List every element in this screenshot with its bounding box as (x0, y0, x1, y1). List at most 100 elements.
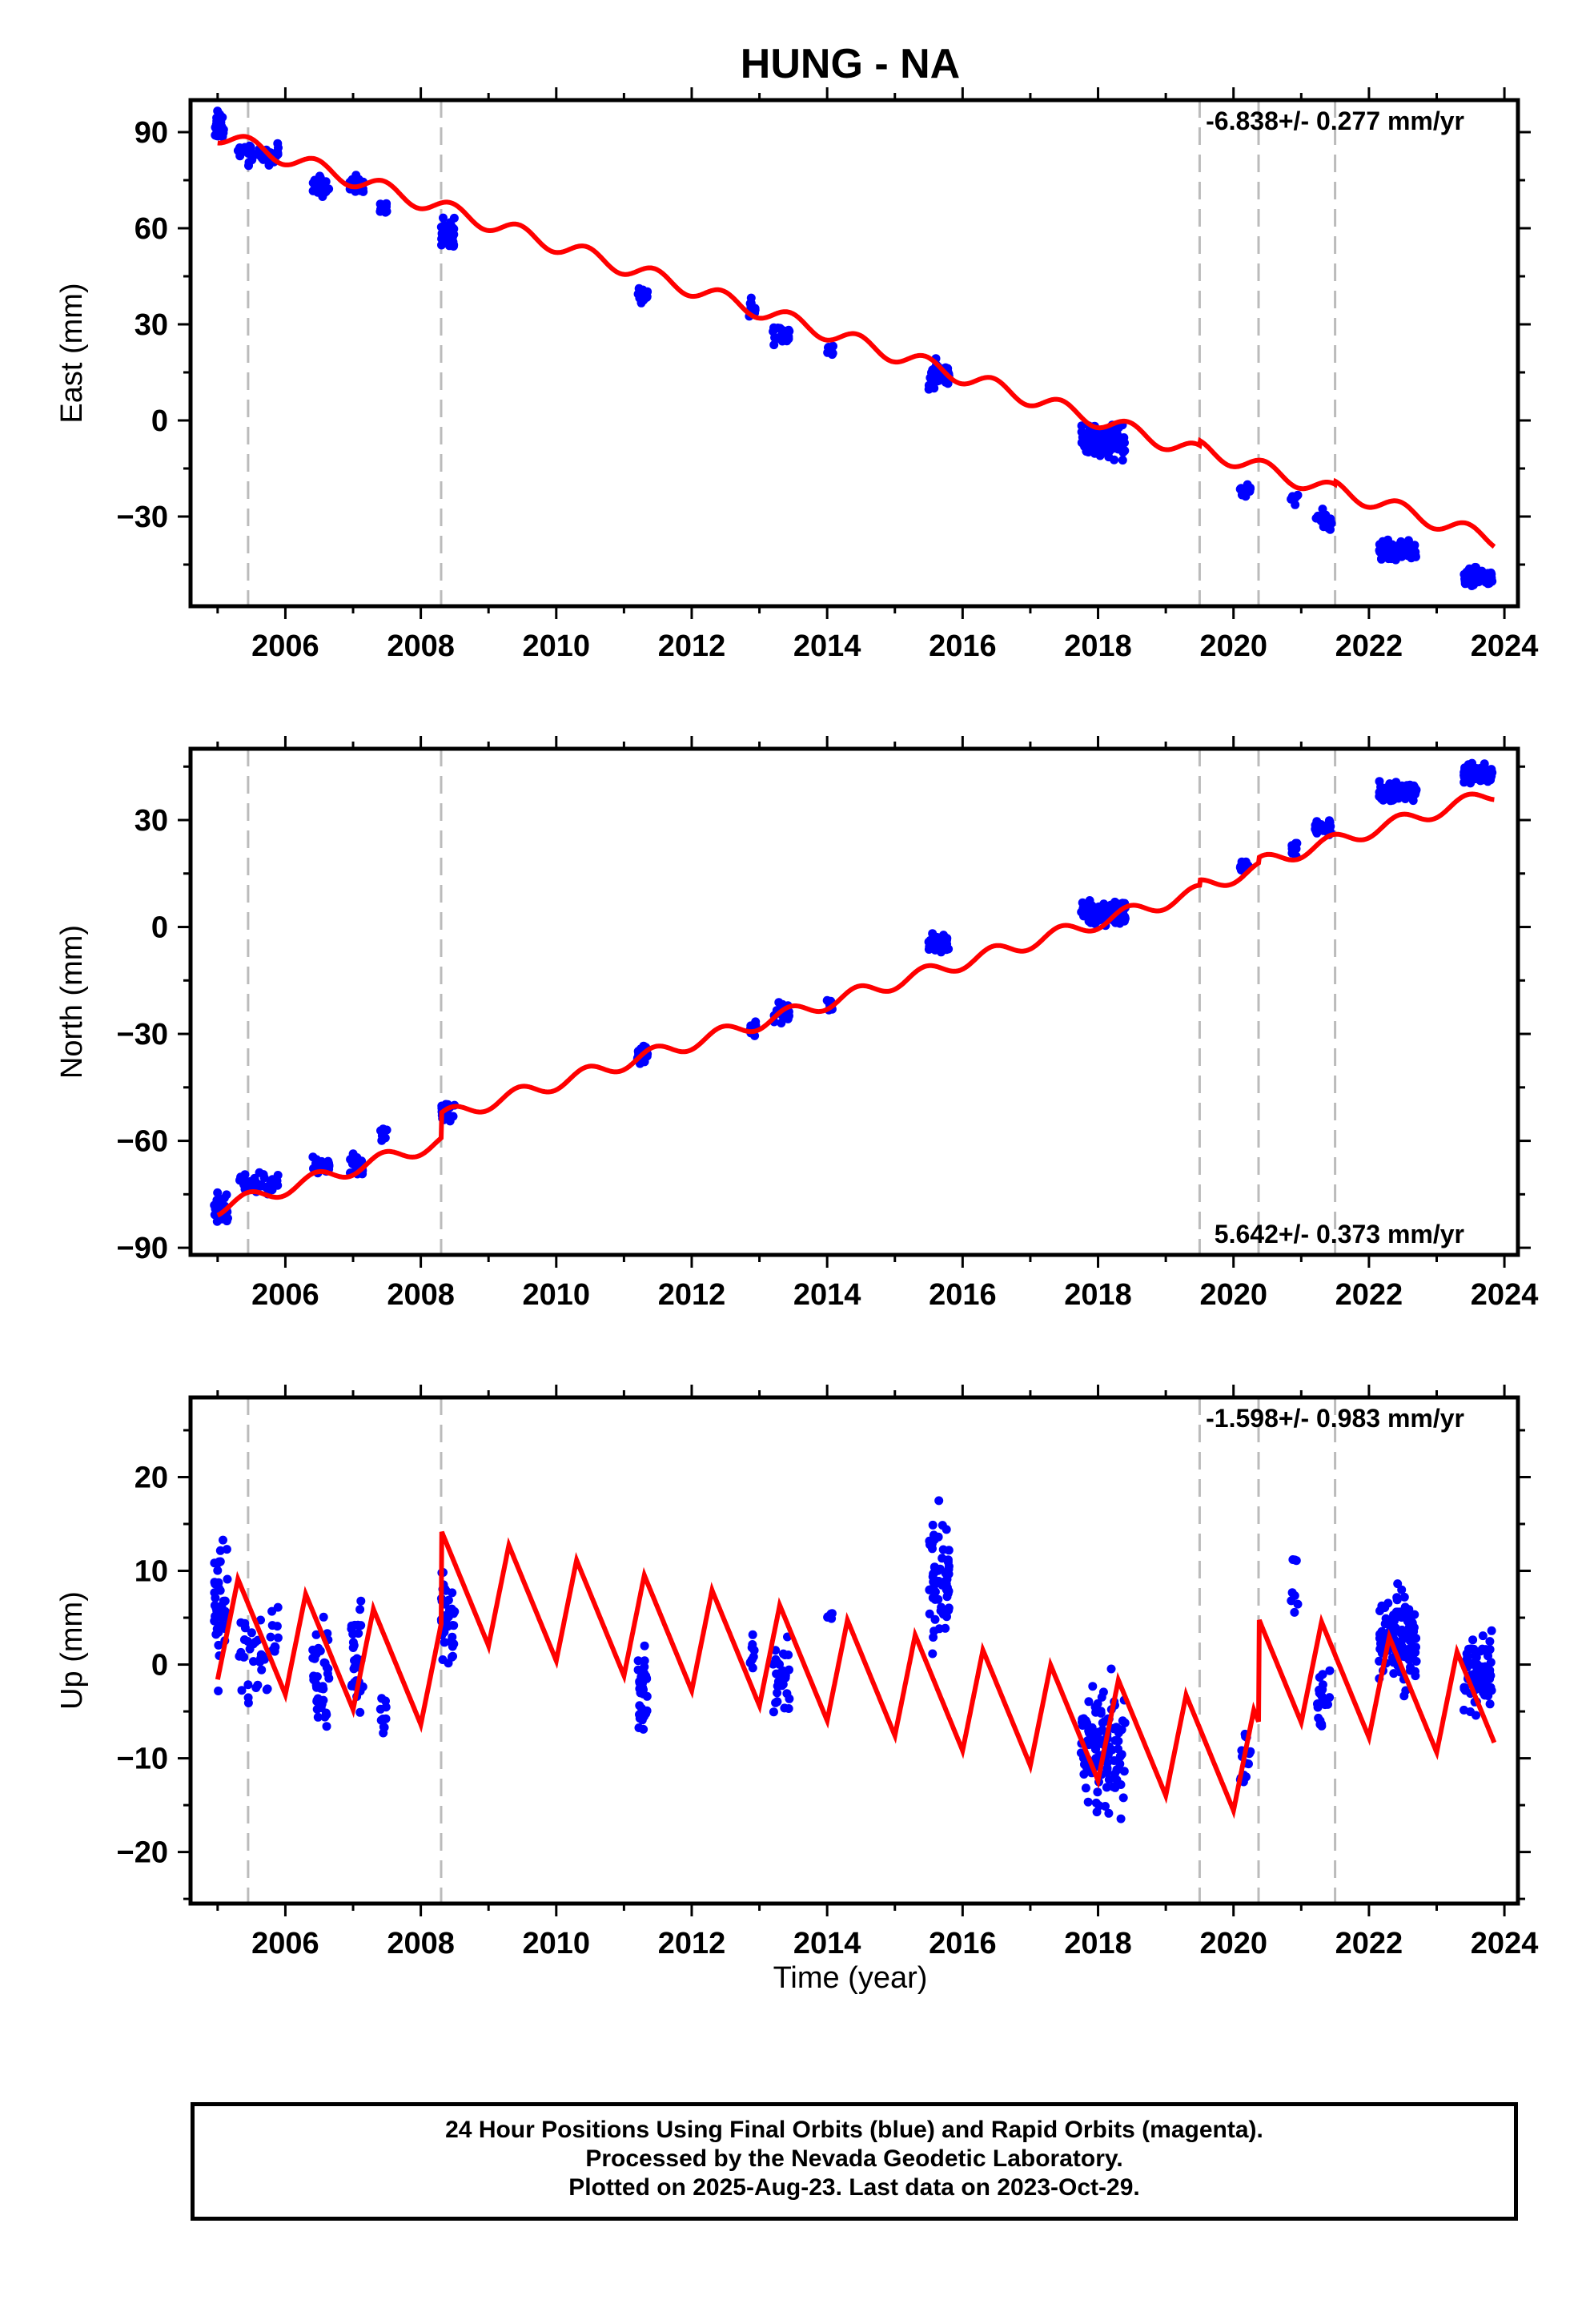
data-point (771, 1655, 781, 1664)
data-point (1102, 1763, 1112, 1773)
data-point (1291, 1556, 1301, 1566)
y-tick-label: −20 (117, 1836, 168, 1870)
data-point (444, 1595, 453, 1605)
data-point (255, 1181, 265, 1191)
data-point (237, 1686, 247, 1695)
data-point (1082, 442, 1091, 452)
data-point (243, 1693, 253, 1703)
x-tick-label: 2024 (1471, 1278, 1539, 1312)
data-point (212, 1624, 222, 1634)
data-point (267, 1621, 277, 1630)
data-point (928, 929, 938, 939)
data-point (1317, 1719, 1327, 1729)
rate-label: -1.598+/- 0.983 mm/yr (1206, 1404, 1464, 1433)
data-point (1399, 1592, 1409, 1602)
data-point (270, 1647, 279, 1656)
data-point (1468, 1635, 1478, 1645)
data-point (936, 1606, 946, 1615)
data-point (1405, 780, 1415, 790)
data-point (1079, 1770, 1089, 1779)
data-point (213, 1566, 223, 1575)
data-point (266, 1632, 275, 1642)
data-point (1408, 549, 1418, 558)
footer-line-3: Plotted on 2025-Aug-23. Last data on 202… (568, 2174, 1140, 2201)
data-point (1087, 1723, 1097, 1732)
data-point (378, 1715, 387, 1723)
x-tick-label: 2014 (793, 1278, 861, 1312)
data-point (1235, 485, 1245, 494)
x-tick-label: 2016 (929, 629, 997, 663)
data-point (1400, 794, 1410, 803)
data-point (217, 1604, 226, 1614)
data-point (928, 1520, 938, 1530)
data-point (929, 1633, 938, 1642)
data-point (1403, 1610, 1412, 1618)
data-point (781, 1673, 790, 1683)
data-point (936, 372, 945, 381)
data-point (1290, 1607, 1299, 1617)
data-point (349, 1664, 359, 1674)
data-point (633, 1656, 643, 1666)
footer-info-box: 24 Hour Positions Using Final Orbits (bl… (191, 2102, 1518, 2221)
y-tick-label: 30 (135, 308, 168, 342)
data-point (210, 1210, 219, 1220)
data-point (1084, 911, 1093, 920)
data-point (748, 1655, 757, 1664)
data-point (213, 1188, 223, 1197)
data-point (236, 1172, 246, 1182)
data-point (925, 1536, 934, 1546)
data-point (1114, 1736, 1123, 1746)
x-tick-label: 2006 (251, 1278, 319, 1312)
data-point (636, 1683, 646, 1692)
data-point (211, 131, 220, 140)
data-point (1325, 1693, 1335, 1703)
footer-line-1: 24 Hour Positions Using Final Orbits (bl… (445, 2117, 1263, 2143)
x-tick-label: 2006 (251, 1927, 319, 1960)
data-point (822, 995, 832, 1005)
data-point (319, 1612, 328, 1622)
data-point (934, 1624, 944, 1634)
data-point (444, 241, 454, 251)
data-point (347, 1159, 357, 1168)
x-tick-label: 2018 (1064, 629, 1132, 663)
data-point (938, 1521, 947, 1530)
data-point (214, 1687, 223, 1695)
data-point (640, 1656, 649, 1666)
east-panel: 2006 2008 2010 2012 2014 2016 2018 2020 2022 2024… (55, 87, 1538, 663)
data-point (449, 213, 459, 223)
data-point (1098, 1687, 1108, 1697)
model-curve (215, 1530, 1497, 1819)
data-point (1102, 1783, 1111, 1792)
x-tick-label: 2022 (1335, 1278, 1403, 1312)
data-point (1377, 790, 1386, 799)
data-point (642, 1706, 652, 1715)
data-point (1120, 1718, 1130, 1727)
data-point (934, 1532, 943, 1542)
data-point (1384, 784, 1394, 794)
data-point (785, 1665, 793, 1675)
data-point (1396, 782, 1406, 791)
data-point (1485, 1637, 1495, 1647)
data-point (1466, 1707, 1475, 1716)
data-points (211, 107, 1497, 590)
plot-frame (188, 98, 1520, 609)
data-point (1488, 768, 1497, 778)
data-point (439, 213, 448, 223)
data-point (258, 1651, 267, 1661)
data-point (1462, 1649, 1472, 1659)
data-point (1311, 820, 1320, 830)
x-tick-label: 2008 (387, 1278, 455, 1312)
x-tick-label: 2014 (793, 1927, 861, 1960)
data-point (377, 204, 387, 214)
data-point (309, 1671, 319, 1681)
data-point (642, 292, 652, 301)
data-point (1288, 494, 1298, 504)
data-point (1078, 1717, 1087, 1727)
data-point (1082, 1736, 1092, 1746)
data-point (924, 384, 934, 394)
data-point (938, 1554, 947, 1563)
data-point (925, 373, 935, 383)
data-point (642, 1691, 652, 1701)
data-point (944, 1603, 954, 1613)
data-point (445, 222, 455, 231)
